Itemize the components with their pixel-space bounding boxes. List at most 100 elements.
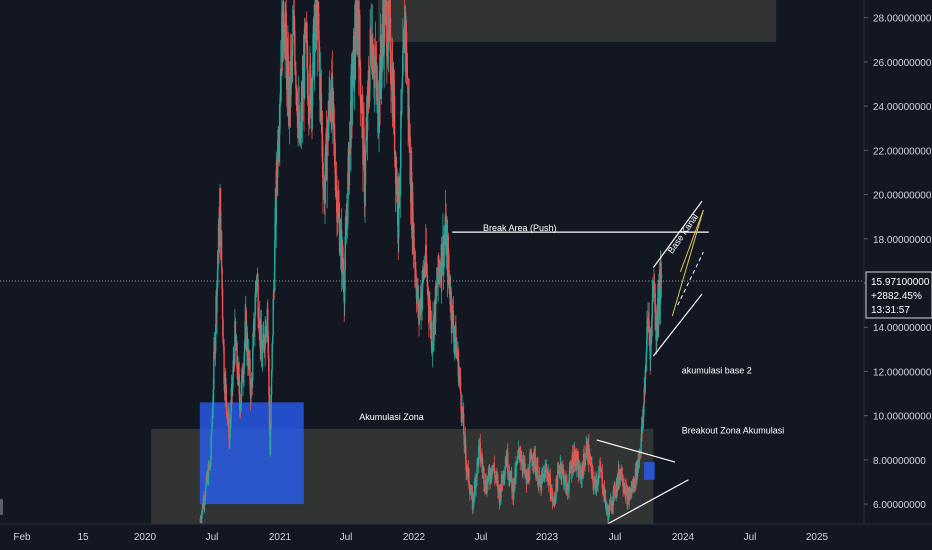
y-tick-label-3: 12.00000000 bbox=[873, 367, 932, 378]
candle-body-69 bbox=[236, 342, 238, 369]
candle-body-540 bbox=[483, 468, 485, 484]
annotation-2[interactable]: Breakout Zona Akumulasi bbox=[682, 425, 785, 435]
candle-body-206 bbox=[309, 64, 312, 78]
trendline-3[interactable] bbox=[652, 200, 703, 268]
candle-body-62 bbox=[232, 360, 234, 377]
candle-body-54 bbox=[228, 414, 230, 441]
candle-body-808 bbox=[622, 483, 624, 488]
candle-body-156 bbox=[282, 1, 285, 24]
candle-body-406 bbox=[413, 248, 416, 255]
candle-body-284 bbox=[350, 75, 352, 148]
trendline-2[interactable] bbox=[607, 479, 689, 525]
zone-gray-1 bbox=[378, 0, 777, 43]
candle-body-619 bbox=[524, 462, 526, 474]
candle-body-732 bbox=[582, 454, 585, 475]
candle-body-23 bbox=[212, 405, 214, 415]
candle-body-235 bbox=[324, 144, 327, 180]
candle-body-139 bbox=[274, 240, 276, 291]
candle-body-713 bbox=[573, 452, 575, 465]
candle-body-769 bbox=[602, 488, 604, 493]
candle-body-281 bbox=[348, 146, 351, 186]
candle-body-499 bbox=[461, 406, 464, 418]
candle-body-778 bbox=[606, 507, 609, 515]
trendline-5[interactable] bbox=[671, 209, 704, 317]
candle-body-550 bbox=[488, 468, 490, 472]
candle-body-855 bbox=[646, 320, 649, 327]
trendline-1[interactable] bbox=[596, 439, 676, 463]
candle-body-527 bbox=[476, 460, 478, 477]
candle-body-288 bbox=[352, 50, 354, 87]
candle-body-171 bbox=[290, 53, 293, 58]
candle-body-378 bbox=[399, 190, 401, 204]
candle-body-376 bbox=[398, 176, 400, 238]
candle-body-129 bbox=[268, 395, 271, 430]
annotation-1[interactable]: Akumulasi Zona bbox=[359, 412, 424, 422]
annotation-3[interactable]: akumulasi base 2 bbox=[682, 366, 752, 376]
trendlines-layer bbox=[452, 200, 709, 525]
candle-body-596 bbox=[512, 482, 514, 500]
candle-body-663 bbox=[547, 475, 549, 479]
candle-body-49 bbox=[225, 384, 227, 403]
candle-body-287 bbox=[351, 86, 354, 107]
candle-body-227 bbox=[320, 93, 323, 121]
candle-body-437 bbox=[429, 306, 432, 330]
candle-body-374 bbox=[397, 185, 399, 225]
candle-body-783 bbox=[609, 501, 611, 504]
candle-body-463 bbox=[443, 243, 445, 268]
candle-body-715 bbox=[574, 449, 576, 466]
candle-body-22 bbox=[211, 414, 213, 430]
candle-body-103 bbox=[254, 291, 257, 315]
candle-body-641 bbox=[535, 467, 538, 478]
candle-body-421 bbox=[421, 289, 423, 306]
candle-body-131 bbox=[269, 428, 272, 455]
candle-body-19 bbox=[209, 461, 212, 465]
candle-body-780 bbox=[607, 506, 610, 521]
candle-body-185 bbox=[298, 105, 300, 139]
time-axis[interactable]: Feb 15 2020 Jul 2021 Jul 2022 Jul 2023 Jul 2024 Jul… bbox=[13, 532, 828, 543]
candle-body-430 bbox=[426, 268, 428, 275]
candle-body-682 bbox=[556, 469, 559, 491]
candle-body-422 bbox=[421, 270, 424, 290]
candle-body-338 bbox=[378, 115, 380, 128]
candle-body-116 bbox=[261, 350, 264, 367]
candle-body-58 bbox=[230, 400, 232, 421]
candle-body-774 bbox=[604, 490, 607, 502]
candle-body-255 bbox=[335, 185, 337, 191]
candle-body-312 bbox=[364, 152, 367, 185]
candle-body-569 bbox=[498, 485, 500, 493]
candle-body-538 bbox=[482, 466, 484, 470]
current-price-change: +2882.45% bbox=[871, 291, 922, 302]
annotation-0[interactable]: Break Area (Push) bbox=[483, 223, 557, 233]
candle-body-644 bbox=[537, 465, 539, 486]
candle-body-504 bbox=[464, 436, 466, 445]
candle-body-674 bbox=[552, 499, 555, 501]
x-tick-label-11: Jul bbox=[744, 532, 757, 543]
candle-body-567 bbox=[497, 480, 499, 492]
candle-body-581 bbox=[504, 466, 506, 475]
candle-body-389 bbox=[404, 11, 407, 49]
candle-body-326 bbox=[372, 38, 374, 75]
candle-body-849 bbox=[643, 389, 645, 404]
candle-body-356 bbox=[387, 1, 390, 51]
candle-body-165 bbox=[287, 54, 290, 117]
scroll-handle[interactable] bbox=[0, 499, 3, 515]
candle-body-155 bbox=[282, 1, 284, 62]
candle-body-611 bbox=[520, 456, 522, 461]
candle-body-519 bbox=[472, 495, 474, 511]
candle-body-260 bbox=[337, 203, 340, 211]
candle-body-383 bbox=[401, 76, 404, 90]
trendline-4[interactable] bbox=[652, 293, 703, 357]
candle-body-848 bbox=[642, 403, 645, 419]
candle-body-413 bbox=[417, 286, 419, 311]
candle-body-334 bbox=[376, 81, 378, 91]
trendline-6[interactable] bbox=[679, 209, 704, 273]
candle-body-737 bbox=[585, 446, 587, 458]
candle-body-839 bbox=[638, 459, 640, 462]
candle-body-561 bbox=[494, 471, 496, 478]
candle-body-472 bbox=[447, 249, 450, 271]
x-tick-label-3: Jul bbox=[206, 532, 219, 543]
price-axis[interactable]: 6.00000000 8.00000000 10.00000000 12.000000… bbox=[864, 14, 932, 511]
candle-body-136 bbox=[272, 299, 274, 336]
candle-body-679 bbox=[555, 479, 557, 499]
